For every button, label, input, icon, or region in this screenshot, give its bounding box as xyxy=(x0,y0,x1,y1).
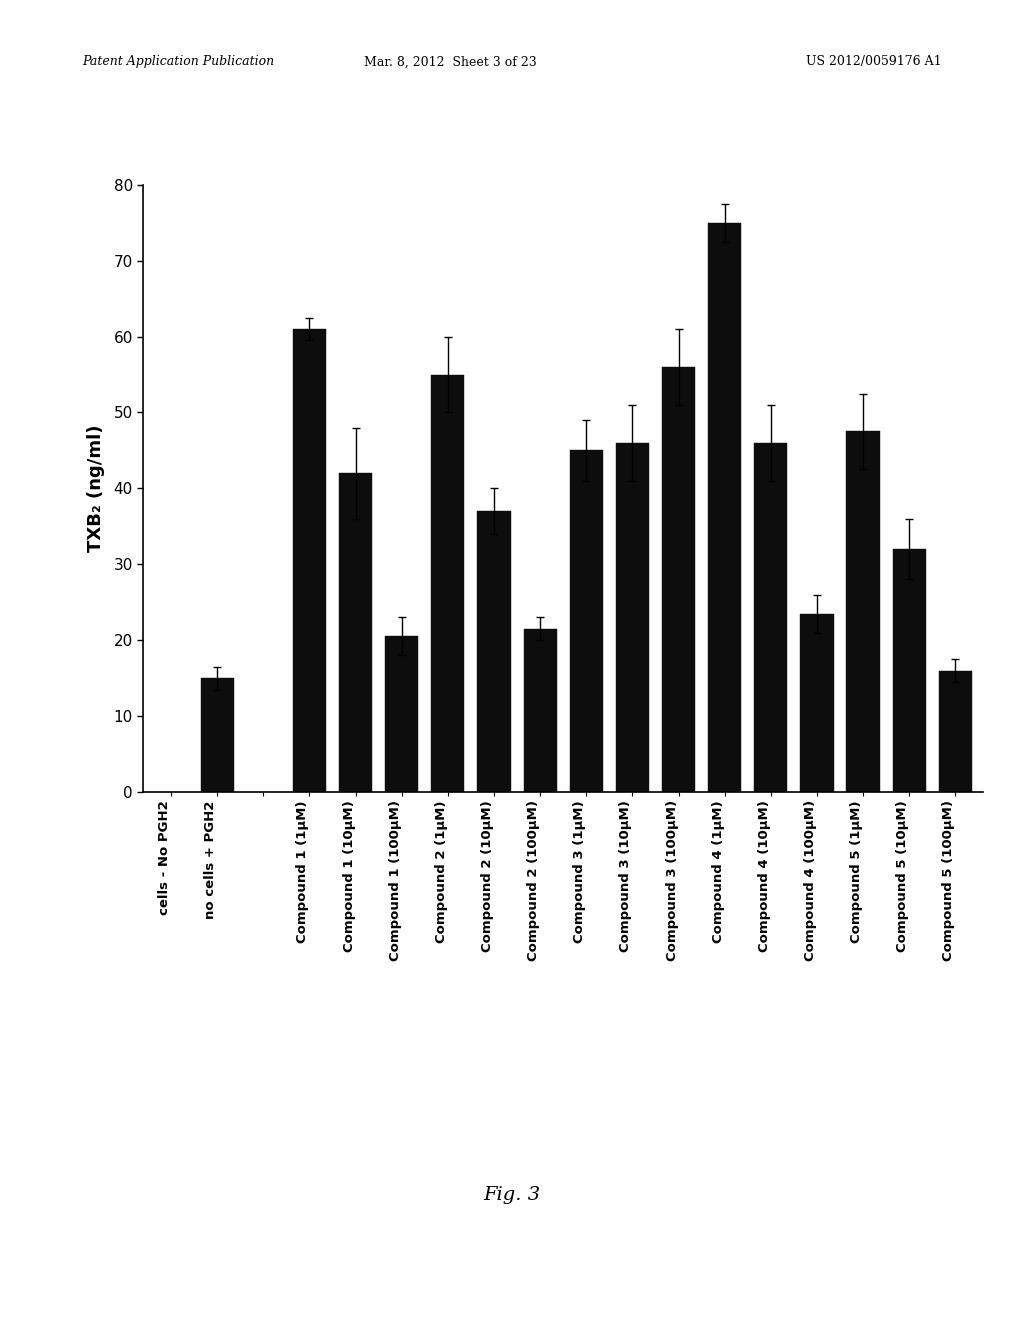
Bar xyxy=(201,678,233,792)
Bar xyxy=(339,474,372,792)
Bar xyxy=(569,450,603,792)
Bar xyxy=(801,614,834,792)
Text: Fig. 3: Fig. 3 xyxy=(483,1185,541,1204)
Bar xyxy=(847,432,880,792)
Bar xyxy=(615,442,649,792)
Text: US 2012/0059176 A1: US 2012/0059176 A1 xyxy=(807,55,942,69)
Bar xyxy=(477,511,511,792)
Bar xyxy=(431,375,465,792)
Text: Patent Application Publication: Patent Application Publication xyxy=(82,55,274,69)
Bar xyxy=(893,549,926,792)
Bar xyxy=(385,636,419,792)
Y-axis label: TXB₂ (ng/ml): TXB₂ (ng/ml) xyxy=(87,425,105,552)
Bar xyxy=(293,329,326,792)
Bar xyxy=(523,628,557,792)
Bar xyxy=(662,367,695,792)
Text: Mar. 8, 2012  Sheet 3 of 23: Mar. 8, 2012 Sheet 3 of 23 xyxy=(365,55,537,69)
Bar xyxy=(708,223,741,792)
Bar xyxy=(755,442,787,792)
Bar xyxy=(939,671,972,792)
